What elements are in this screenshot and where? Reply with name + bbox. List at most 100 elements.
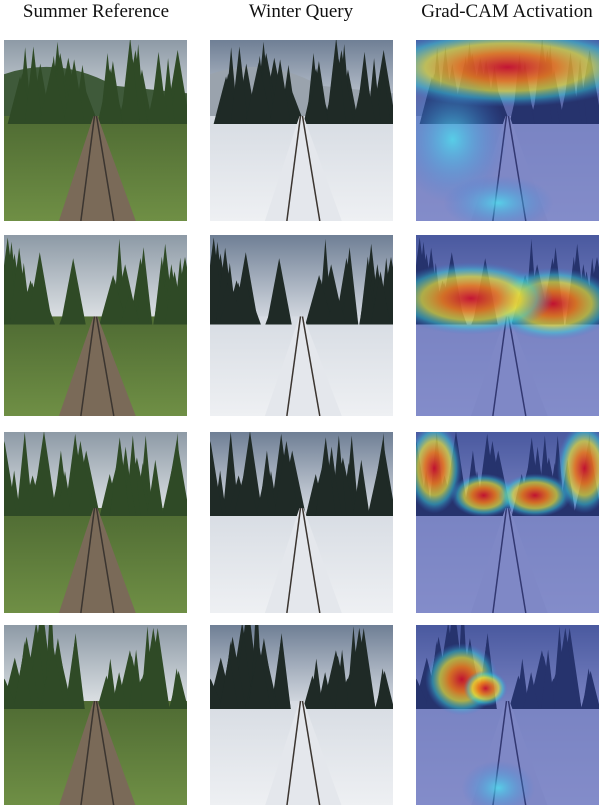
heat-blob xyxy=(416,432,462,514)
tree xyxy=(140,627,166,710)
tree xyxy=(233,467,258,517)
tree xyxy=(135,277,150,325)
tree xyxy=(247,645,271,710)
tree xyxy=(376,677,391,710)
tree xyxy=(219,654,239,710)
tree xyxy=(317,672,333,710)
rail xyxy=(95,507,115,613)
photo-panel xyxy=(210,235,393,416)
tree xyxy=(63,59,85,125)
tree xyxy=(256,482,271,517)
track-bed xyxy=(264,508,342,613)
tree xyxy=(146,69,171,125)
tree xyxy=(306,74,329,125)
photo-panel xyxy=(416,625,599,805)
tree xyxy=(13,654,33,710)
tree xyxy=(24,46,43,125)
tree xyxy=(146,459,164,517)
track-bed xyxy=(59,701,136,805)
tree xyxy=(65,639,85,710)
tree xyxy=(169,71,185,125)
photo-panel xyxy=(4,235,187,416)
track-bed xyxy=(58,116,136,221)
tree xyxy=(245,62,273,125)
photo-panel xyxy=(416,235,599,416)
photo-panel xyxy=(210,625,393,805)
rail xyxy=(301,700,321,805)
tree xyxy=(39,62,67,125)
rail xyxy=(80,700,96,805)
tree xyxy=(170,677,185,710)
rail xyxy=(286,507,302,613)
track-bed xyxy=(264,116,342,221)
tree xyxy=(375,71,391,125)
tree xyxy=(109,437,130,517)
rail xyxy=(95,700,115,805)
tree xyxy=(335,649,350,710)
tree xyxy=(352,69,377,125)
rail xyxy=(80,507,96,613)
photo-panel xyxy=(4,432,187,613)
heat-blob xyxy=(443,175,554,221)
rail xyxy=(80,115,96,221)
tree xyxy=(230,46,249,125)
tree xyxy=(274,440,299,517)
photo-panel xyxy=(210,432,393,613)
photo-panel xyxy=(4,40,187,221)
heat-blob xyxy=(498,473,572,518)
tree xyxy=(27,467,52,517)
heat-blob xyxy=(463,670,508,707)
heat-blob xyxy=(450,473,517,518)
tree xyxy=(4,440,17,517)
rail xyxy=(95,115,115,221)
tree xyxy=(96,675,116,710)
tree xyxy=(326,40,347,125)
tree xyxy=(164,271,185,325)
tree xyxy=(99,275,127,325)
track-bed xyxy=(58,316,136,416)
photo-panel xyxy=(416,40,599,221)
rail xyxy=(301,115,321,221)
track-bed xyxy=(264,316,342,416)
rail xyxy=(80,316,96,416)
tree xyxy=(41,645,65,710)
tree xyxy=(12,286,39,325)
tree xyxy=(265,292,291,325)
tree xyxy=(153,271,171,325)
heat-blob xyxy=(461,760,535,805)
tree xyxy=(367,455,393,517)
rail xyxy=(95,316,115,416)
rail xyxy=(301,316,321,416)
tree xyxy=(4,678,18,710)
heat-blob xyxy=(416,262,554,335)
tree xyxy=(359,271,377,325)
tree xyxy=(161,455,187,517)
photo-panel xyxy=(210,40,393,221)
panels xyxy=(4,40,599,805)
heat-blob xyxy=(556,432,599,514)
tree xyxy=(210,678,224,710)
tree xyxy=(302,675,322,710)
tree xyxy=(210,440,223,517)
tree xyxy=(326,291,347,325)
tree xyxy=(346,627,372,710)
rail xyxy=(286,115,302,221)
tree xyxy=(271,639,291,710)
tree xyxy=(218,286,245,325)
tree xyxy=(111,672,127,710)
tree xyxy=(269,59,291,125)
rail xyxy=(286,700,302,805)
rail xyxy=(286,316,302,416)
photo-panel xyxy=(4,625,187,805)
tree xyxy=(305,275,333,325)
track-bed xyxy=(58,508,136,613)
column-header: Grad-CAM Activation xyxy=(421,1,593,22)
tree xyxy=(129,649,144,710)
rail xyxy=(301,507,321,613)
tree xyxy=(352,459,370,517)
track-bed xyxy=(265,701,342,805)
tree xyxy=(120,291,141,325)
tree xyxy=(59,292,85,325)
tree xyxy=(50,482,65,517)
